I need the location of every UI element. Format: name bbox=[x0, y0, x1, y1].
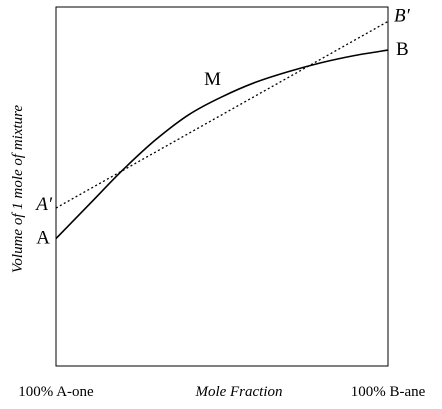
plot-frame bbox=[55, 6, 389, 367]
point-label-2: M bbox=[204, 69, 221, 90]
point-label-0: A bbox=[36, 228, 50, 249]
x-tick-label-left: 100% A-one bbox=[18, 384, 94, 400]
point-labels: A B M A′ B′ bbox=[34, 5, 410, 248]
point-label-4: B′ bbox=[394, 5, 411, 26]
volume-curve bbox=[55, 49, 389, 240]
point-label-3: A′ bbox=[34, 194, 53, 215]
x-axis-label: Mole Fraction bbox=[194, 384, 282, 400]
tangent-line bbox=[55, 20, 389, 209]
x-tick-label-right: 100% B-ane bbox=[351, 384, 426, 400]
point-label-1: B bbox=[396, 39, 409, 60]
y-axis-label: Volume of 1 mole of mixture bbox=[10, 105, 26, 274]
